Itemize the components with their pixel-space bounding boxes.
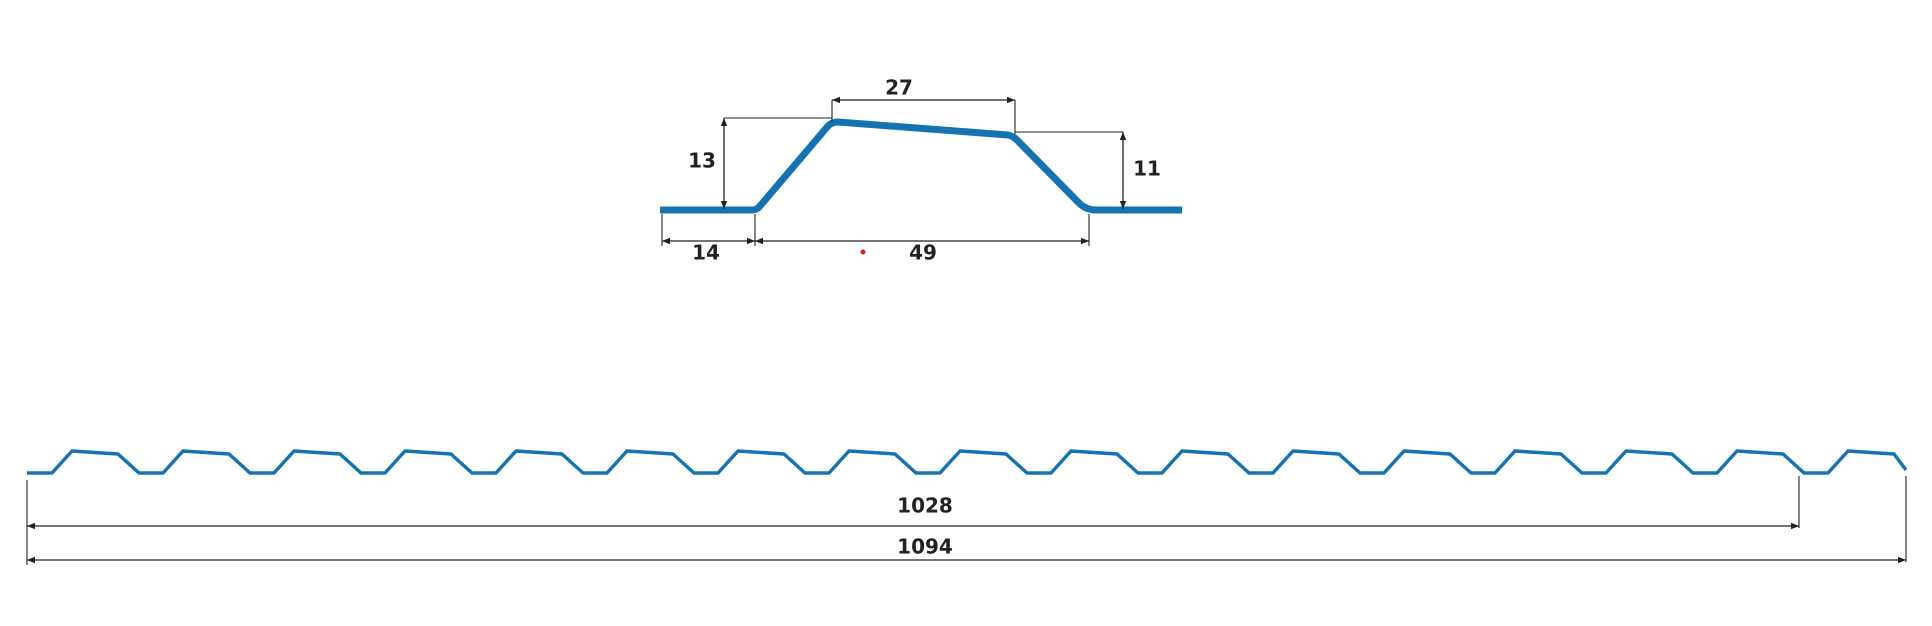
dimension-label: 11 xyxy=(1133,157,1161,181)
sheet-profile xyxy=(27,449,1908,475)
dimension-label: 1028 xyxy=(897,494,953,518)
dimension-label: 14 xyxy=(692,241,720,265)
dimension-label: 1094 xyxy=(897,535,953,559)
dimension-label: 13 xyxy=(688,149,716,173)
profile-detail xyxy=(660,118,1182,214)
dimension-label: 27 xyxy=(885,76,913,100)
dimension-label: 49 xyxy=(909,241,937,265)
marker-dot xyxy=(860,249,866,255)
